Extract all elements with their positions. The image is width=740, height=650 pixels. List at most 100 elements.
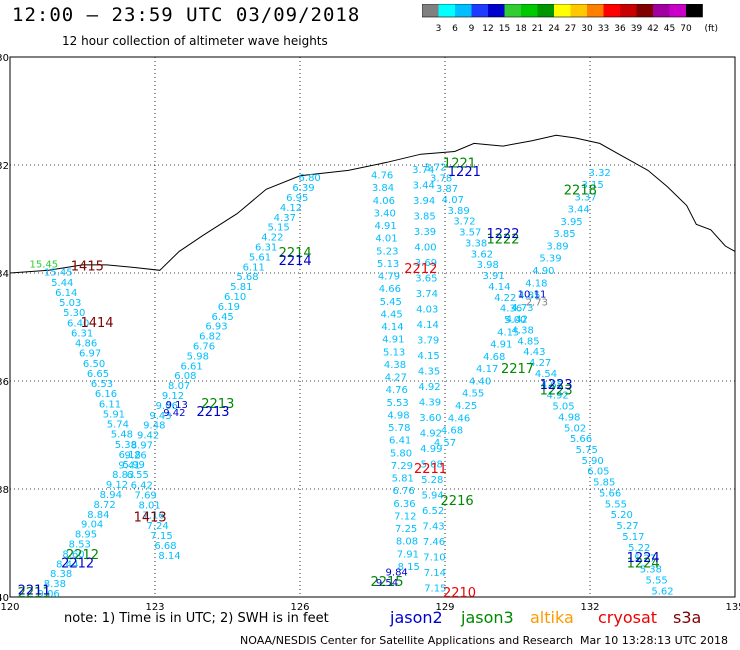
wave-height-point: 3.87: [436, 184, 458, 195]
wave-height-point: 5.81: [392, 474, 414, 485]
wave-height-point: 5.00: [504, 315, 526, 326]
wave-height-point: 6.93: [205, 322, 227, 333]
wave-height-point: 5.61: [249, 252, 271, 263]
legend-altika: altika: [530, 608, 574, 627]
wave-height-point: 8.08: [396, 537, 418, 548]
wave-height-point: 3.84: [372, 183, 394, 194]
wave-height-point: 5.44: [51, 278, 73, 289]
wave-height-point: 9.12: [162, 391, 184, 402]
track-time-label: 2215: [370, 575, 403, 590]
colorbar-swatch: [603, 4, 620, 17]
colorbar-label: 3: [436, 24, 442, 34]
wave-height-point: 4.14: [417, 320, 439, 331]
note: note: 1) Time is in UTC; 2) SWH is in fe…: [64, 611, 329, 626]
track-time-label: 2211: [18, 583, 51, 598]
wave-height-point: 6.08: [174, 371, 196, 382]
wave-height-point: 6.53: [91, 379, 113, 390]
wave-height-point: 5.98: [187, 351, 209, 362]
wave-height-point: 8.97: [131, 441, 153, 452]
x-tick-label: 132: [580, 602, 599, 613]
wave-height-point: 3.72: [424, 162, 446, 173]
wave-height-point: 3.91: [482, 271, 504, 282]
wave-height-point: 6.31: [71, 328, 93, 339]
wave-height-point: 3.85: [553, 229, 575, 240]
colorbar-swatch: [570, 4, 587, 17]
wave-height-point: 5.74: [107, 420, 129, 431]
wave-height-point: 3.74: [412, 165, 434, 176]
wave-height-point: 5.90: [581, 456, 603, 467]
wave-height-point: 3.72: [453, 217, 475, 228]
track-time-label: 1221: [443, 157, 476, 172]
wave-height-point: 9.06: [38, 589, 60, 600]
colorbar-swatch: [653, 4, 670, 17]
track-time-label: 15.45: [30, 260, 59, 271]
y-tick-label: -34: [0, 269, 9, 280]
wave-height-point: 4.91: [382, 335, 404, 346]
wave-height-point: 5.66: [599, 488, 621, 499]
plot-frame: [9, 56, 736, 598]
colorbar-swatch: [669, 4, 686, 17]
wave-height-point: 9.12: [106, 480, 128, 491]
track-time-label: 2211: [414, 462, 447, 477]
wave-height-point: 15.45: [44, 268, 73, 279]
colorbar-swatch: [636, 4, 653, 17]
wave-height-point: 5.38: [640, 565, 662, 576]
colorbar-swatch: [620, 4, 637, 17]
legend-jason3: jason3: [461, 608, 514, 627]
wave-height-point: 4.37: [274, 213, 296, 224]
track-time-label: 10.11: [518, 289, 547, 300]
colorbar-unit: (ft): [705, 24, 719, 34]
wave-height-point: 5.94: [422, 491, 444, 502]
wave-height-point: 4.54: [535, 369, 557, 380]
colorbar-swatch: [471, 4, 488, 17]
wave-height-point: 4.91: [374, 221, 396, 232]
wave-height-point: 5.78: [388, 423, 410, 434]
wave-height-point: 7.25: [395, 524, 417, 535]
wave-height-point: 4.14: [381, 322, 403, 333]
track-time-label: 1222: [486, 232, 519, 247]
wave-height-point: 3.89: [447, 206, 469, 217]
colorbar-label: 27: [565, 24, 576, 34]
track-time-label: 9.42: [163, 408, 185, 419]
wave-height-point: 6.52: [422, 506, 444, 517]
credit: NOAA/NESDIS Center for Satellite Applica…: [240, 634, 574, 647]
wave-height-point: 3.38: [465, 238, 487, 249]
wave-height-point: 4.27: [529, 358, 551, 369]
wave-height-point: 5.03: [59, 298, 81, 309]
wave-height-point: 4.36: [500, 304, 522, 315]
wave-height-point: 4.25: [455, 401, 477, 412]
colorbar-label: 6: [452, 24, 458, 34]
wave-height-point: 6.40: [67, 318, 89, 329]
wave-height-point: 4.76: [371, 171, 393, 182]
wave-height-point: 6.82: [199, 332, 221, 343]
wave-height-point: 5.28: [421, 475, 443, 486]
wave-height-point: 5.55: [646, 575, 668, 586]
wave-height-point: 6.80: [299, 173, 321, 184]
wave-height-point: 4.91: [490, 340, 512, 351]
wave-height-point: 4.98: [558, 412, 580, 423]
x-tick-label: 135: [725, 602, 740, 613]
track-time-label: 9.54: [376, 578, 398, 589]
colorbar-label: 42: [647, 24, 658, 34]
colorbar-swatch: [504, 4, 521, 17]
wave-height-point: 8.01: [139, 501, 161, 512]
track-time-label: 2214: [279, 246, 312, 261]
wave-height-point: 5.55: [605, 499, 627, 510]
wave-height-point: 6.76: [392, 486, 414, 497]
wave-height-point: 5.48: [111, 430, 133, 441]
track-time-label: 2212: [404, 262, 437, 277]
track-time-label: 2214: [279, 254, 312, 269]
wave-height-point: 6.36: [393, 499, 415, 510]
wave-height-point: 6.65: [87, 369, 109, 380]
colorbar-label: 24: [548, 24, 560, 34]
wave-height-point: 5.02: [564, 423, 586, 434]
track-time-label: 1221: [448, 165, 481, 180]
track-time-label: 1223: [540, 384, 573, 399]
wave-height-point: 5.99: [123, 460, 145, 471]
colorbar-swatch: [422, 4, 439, 17]
wave-height-point: 4.14: [488, 282, 510, 293]
wave-height-point: 3.15: [582, 180, 604, 191]
wave-height-point: 4.38: [512, 325, 534, 336]
wave-height-point: 9.26: [125, 450, 147, 461]
